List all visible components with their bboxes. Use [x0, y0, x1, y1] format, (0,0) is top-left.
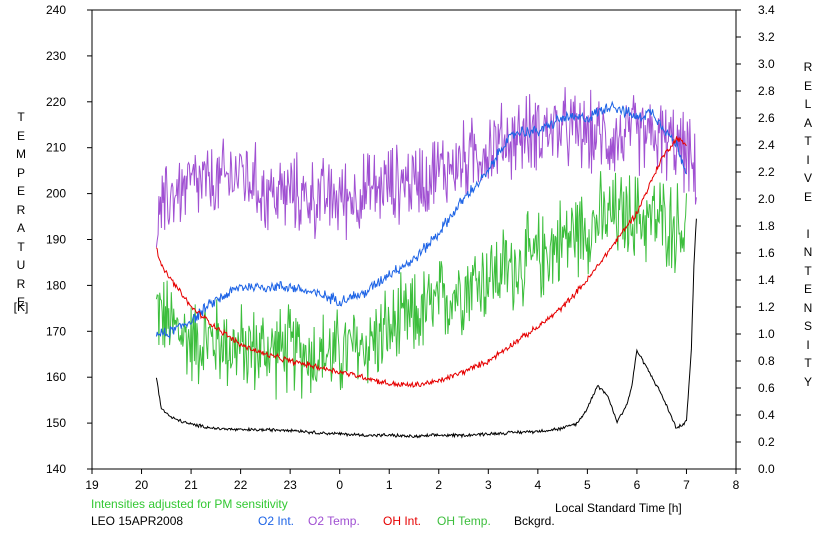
axis-title-letter: T — [17, 239, 25, 254]
axis-title-letter: T — [804, 356, 812, 370]
y-left-tick-label: 210 — [46, 141, 66, 155]
series-line-o2-int — [155, 100, 687, 340]
axis-title-letter: E — [16, 128, 25, 143]
y-right-tick-label: 1.0 — [758, 327, 775, 341]
y-right-tick-label: 1.6 — [758, 246, 775, 260]
y-right-tick-label: 0.6 — [758, 381, 775, 395]
axis-title-letter: P — [16, 165, 25, 180]
series-line-oh-int — [155, 136, 687, 389]
axis-title-letter: T — [804, 263, 812, 278]
y-right-tick-label: 2.2 — [758, 165, 775, 179]
plot-frame — [91, 9, 737, 470]
axis-title-letter: R — [803, 60, 813, 74]
axis-title-letter: N — [803, 300, 813, 315]
axis-title-letter: T — [804, 134, 812, 148]
y-right-tick-label: 2.6 — [758, 111, 775, 125]
y-right-tick-label: 0.0 — [758, 462, 775, 476]
y-right-tick-label: 0.8 — [758, 354, 775, 368]
x-tick-label: 3 — [485, 478, 492, 492]
x-tick-label: 21 — [184, 478, 198, 492]
axis-title-letter: A — [16, 221, 25, 235]
y-right-tick-label: 1.2 — [758, 300, 775, 314]
y-left-tick-label: 180 — [46, 278, 66, 292]
y-left-tick-label: 160 — [46, 370, 66, 384]
axis-title-letter: I — [806, 226, 810, 241]
series-line-bckgrd — [155, 218, 697, 439]
x-tick-label: 2 — [435, 478, 442, 492]
y-right-tick-label: 2.0 — [758, 192, 775, 206]
y-right-tick-label: 2.8 — [758, 84, 775, 98]
axis-title-letter: E — [803, 78, 812, 93]
x-tick-label: 4 — [535, 478, 542, 492]
y-right-tick-label: 1.4 — [758, 273, 775, 287]
y-left-tick-label: 190 — [46, 233, 66, 247]
axis-title-letter: E — [803, 282, 812, 296]
legend-entry-oh-temp: OH Temp. — [437, 514, 491, 528]
axis-title-letter: T — [17, 110, 25, 124]
x-tick-label: 8 — [733, 478, 740, 492]
y-right-tick-label: 0.2 — [758, 435, 775, 449]
axis-title-letter: N — [803, 245, 813, 259]
intensity-note: Intensities adjusted for PM sensitivity — [91, 497, 288, 511]
left-axis-unit: [K] — [13, 300, 29, 314]
y-right-tick-label: 3.0 — [758, 57, 775, 71]
x-tick-label: 5 — [584, 478, 591, 492]
y-left-tick-label: 170 — [46, 324, 66, 338]
x-tick-label: 7 — [683, 478, 690, 492]
axis-title-letter: I — [806, 337, 810, 352]
axis-title-letter — [801, 206, 815, 225]
x-tick-label: 22 — [234, 478, 248, 492]
axis-title-letter: L — [804, 97, 812, 111]
y-left-tick-label: 200 — [46, 187, 66, 201]
axis-title-letter: S — [803, 319, 812, 333]
y-right-tick-label: 3.2 — [758, 30, 775, 44]
legend-entry-o2-int: O2 Int. — [258, 514, 294, 528]
y-right-tick-label: 3.4 — [758, 3, 775, 17]
axis-title-letter: Y — [803, 374, 812, 389]
y-left-tick-label: 220 — [46, 95, 66, 109]
series-line-oh-temp — [155, 171, 687, 400]
x-axis-label: Local Standard Time [h] — [555, 501, 682, 515]
axis-title-letter: U — [16, 258, 26, 272]
y-left-tick-label: 150 — [46, 416, 66, 430]
y-left-tick-label: 240 — [46, 3, 66, 17]
legend-entry-o2-temp: O2 Temp. — [308, 514, 360, 528]
y-left-tick-label: 140 — [46, 462, 66, 476]
legend-entry-oh-int: OH Int. — [383, 514, 421, 528]
x-tick-label: 20 — [135, 478, 149, 492]
axis-title-letter: E — [16, 184, 25, 198]
axis-title-letter: A — [803, 115, 812, 130]
axes-group: 19 20 21 22 23 0 1 2 3 4 5 6 7 8140150160170180190200… — [46, 3, 775, 492]
y-right-tick-label: 2.4 — [758, 138, 775, 152]
station-date-label: LEO 15APR2008 — [91, 514, 183, 528]
x-tick-label: 0 — [336, 478, 343, 492]
axis-title-letter: E — [16, 295, 25, 309]
series-line-o2-temp — [155, 87, 697, 248]
axis-title-letter: R — [16, 276, 26, 291]
y-right-tick-label: 0.4 — [758, 408, 775, 422]
series-group — [155, 87, 697, 439]
legend-entry-bckgrd: Bckgrd. — [514, 514, 555, 528]
legend: O2 Int. O2 Temp. OH Int. OH Temp. Bckgrd. — [258, 514, 555, 528]
axis-title-letter: M — [16, 147, 26, 161]
y-left-tick-label: 230 — [46, 49, 66, 63]
axis-title-letter: V — [803, 171, 812, 185]
y-right-tick-label: 1.8 — [758, 219, 775, 233]
x-tick-label: 23 — [283, 478, 297, 492]
axis-title-letter: E — [803, 189, 812, 204]
x-tick-label: 1 — [386, 478, 393, 492]
x-tick-label: 6 — [634, 478, 641, 492]
axis-title-letter: R — [16, 202, 26, 217]
x-tick-label: 19 — [85, 478, 99, 492]
axis-title-letter: I — [806, 152, 810, 167]
